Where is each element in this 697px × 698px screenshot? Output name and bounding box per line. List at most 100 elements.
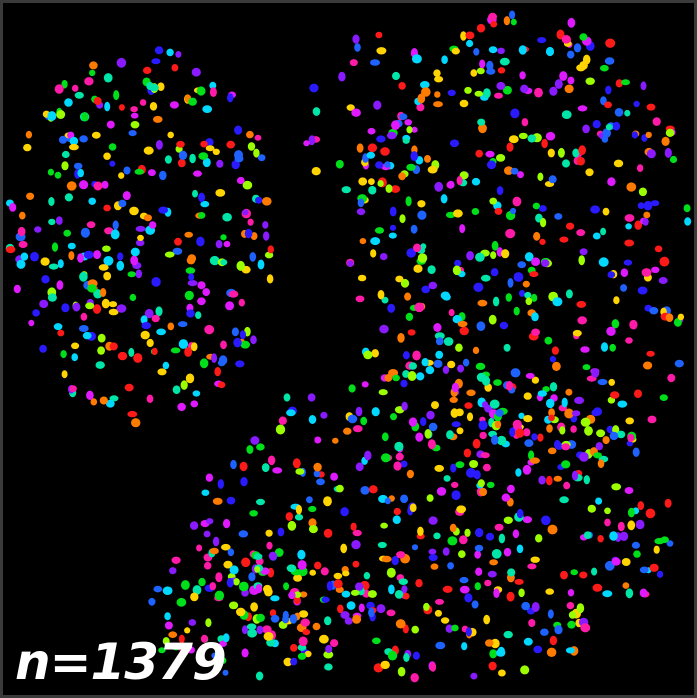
cell-blob	[98, 264, 109, 271]
cell-blob	[530, 293, 538, 302]
cell-blob	[459, 224, 466, 234]
cell-blob	[555, 442, 564, 450]
cell-blob	[201, 489, 210, 496]
cell-blob	[283, 657, 293, 667]
cell-blob	[178, 339, 189, 349]
cell-blob	[590, 205, 600, 214]
cell-blob	[524, 252, 534, 262]
cell-blob	[267, 245, 274, 254]
cell-blob	[486, 481, 495, 489]
cell-blob	[86, 390, 94, 400]
cell-blob	[489, 649, 498, 659]
cell-blob	[547, 148, 555, 158]
cell-blob	[582, 54, 591, 65]
cell-blob	[168, 631, 178, 638]
cell-blob	[289, 614, 298, 624]
cell-blob	[242, 180, 253, 190]
cell-blob	[79, 271, 88, 282]
cell-blob	[483, 614, 491, 625]
cell-blob	[101, 180, 109, 189]
cell-blob	[297, 549, 306, 560]
cell-blob	[314, 436, 322, 444]
cell-blob	[477, 299, 488, 307]
cell-blob	[72, 302, 81, 312]
cell-blob	[631, 131, 639, 139]
cell-blob	[537, 37, 547, 44]
cell-blob	[324, 663, 333, 671]
cell-blob	[495, 409, 504, 417]
cell-blob	[647, 415, 657, 424]
cell-blob	[212, 148, 220, 155]
cell-blob	[255, 583, 263, 594]
cell-blob	[479, 431, 487, 440]
cell-blob	[352, 614, 362, 624]
cell-blob	[531, 257, 541, 266]
cell-blob	[167, 131, 174, 139]
cell-blob	[474, 544, 484, 552]
cell-blob	[392, 71, 400, 81]
cell-blob	[392, 515, 401, 524]
cell-blob	[397, 333, 405, 343]
cell-blob	[69, 136, 79, 146]
cell-blob	[395, 452, 404, 461]
cell-blob	[216, 159, 224, 168]
cell-blob	[627, 520, 636, 531]
cell-blob	[64, 193, 73, 202]
cell-blob	[611, 483, 622, 491]
cell-blob	[554, 213, 563, 220]
cell-blob	[381, 453, 391, 463]
cell-blob	[489, 197, 498, 205]
cell-blob	[523, 637, 533, 646]
cell-blob	[64, 98, 73, 107]
cell-blob	[460, 31, 467, 41]
cell-blob	[541, 259, 550, 267]
cell-blob	[174, 237, 182, 246]
cell-blob	[169, 567, 177, 575]
cell-scatter-plot	[5, 10, 692, 683]
cell-blob	[410, 151, 419, 162]
cell-blob	[497, 67, 506, 74]
cell-blob	[447, 180, 455, 189]
cell-blob	[566, 222, 575, 230]
cell-blob	[254, 566, 261, 573]
cell-blob	[156, 328, 167, 336]
cell-blob	[471, 208, 480, 215]
cell-blob	[426, 494, 434, 502]
cell-blob	[158, 206, 169, 214]
cell-blob	[246, 623, 257, 630]
cell-blob	[347, 414, 358, 424]
cell-blob	[190, 400, 199, 408]
cell-blob	[170, 347, 181, 354]
cell-blob	[613, 296, 620, 305]
cell-blob	[427, 439, 436, 450]
cell-blob	[507, 484, 515, 494]
cell-blob	[580, 346, 590, 353]
cell-blob	[172, 247, 183, 255]
cell-blob	[473, 48, 480, 56]
cell-blob	[488, 46, 498, 54]
cell-blob	[84, 77, 94, 86]
cell-blob	[108, 301, 118, 308]
cell-blob	[135, 239, 145, 247]
cell-blob	[82, 331, 92, 340]
cell-blob	[97, 346, 105, 355]
cell-blob	[223, 560, 233, 569]
cell-blob	[128, 347, 135, 357]
cell-blob	[449, 523, 457, 533]
cell-blob	[501, 493, 511, 502]
cell-blob	[627, 433, 635, 443]
cell-blob	[406, 163, 416, 171]
cell-blob	[531, 312, 539, 322]
cell-blob	[497, 47, 505, 54]
cell-blob	[162, 637, 170, 646]
cell-blob	[77, 168, 84, 178]
cell-blob	[518, 289, 526, 297]
cell-blob	[479, 487, 488, 497]
cell-blob	[489, 399, 500, 409]
cell-blob	[106, 120, 115, 129]
cell-blob	[332, 437, 339, 444]
cell-blob	[47, 111, 57, 121]
cell-blob	[523, 415, 533, 423]
cell-blob	[266, 541, 273, 550]
cell-blob	[493, 588, 500, 598]
